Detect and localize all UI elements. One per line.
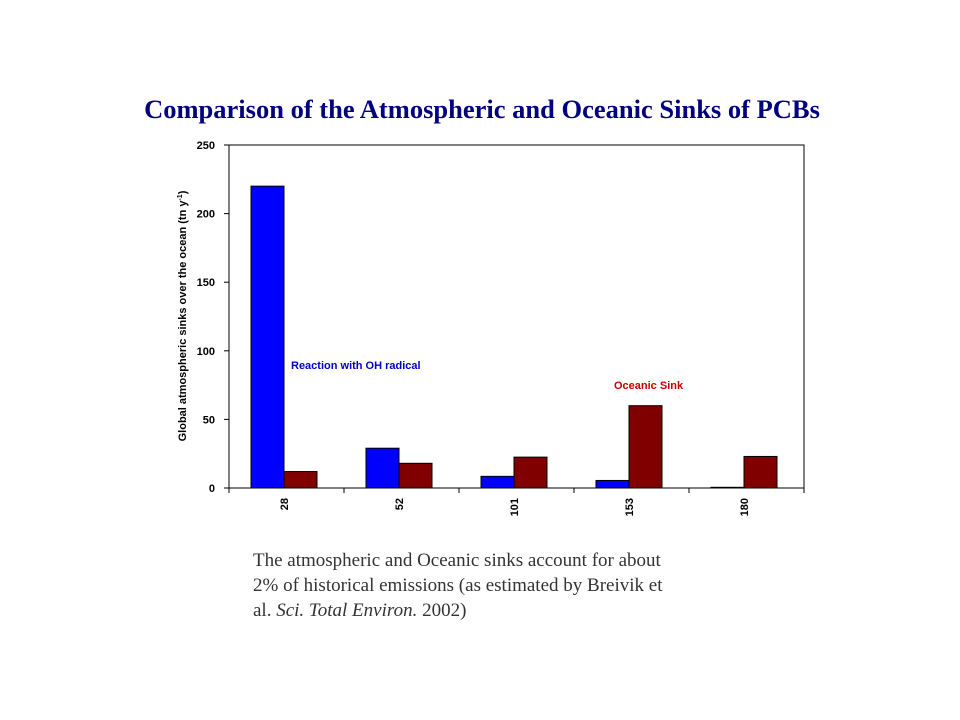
bar-series-2-28	[283, 471, 318, 489]
y-tick-label: 0	[209, 483, 215, 495]
y-axis-label-sup: -1	[177, 194, 184, 200]
bar-series-2-101	[513, 456, 548, 489]
y-tick-label: 150	[197, 277, 215, 289]
caption-line-1: The atmospheric and Oceanic sinks accoun…	[253, 550, 661, 571]
caption-journal: Sci. Total Environ.	[276, 600, 418, 621]
y-axis: 0 50 100 150 200 250	[197, 140, 229, 495]
bar-series-1-52	[365, 447, 400, 489]
bar-series-1-101	[480, 475, 515, 489]
caption-line-3-prefix: al.	[253, 600, 277, 621]
x-tick-label: 52	[394, 498, 406, 510]
x-tick-label: 28	[279, 498, 291, 510]
bar-series-1-180	[710, 486, 745, 489]
bar-series-1-153	[595, 479, 630, 489]
caption-line-3-suffix: 2002)	[417, 600, 467, 621]
y-axis-label-text: Global atmospheric sinks over the ocean …	[177, 200, 189, 442]
annotation-oceanic-sink: Oceanic Sink	[614, 380, 684, 392]
caption-line-2: 2% of historical emissions (as estimated…	[253, 575, 663, 596]
y-tick-label: 200	[197, 209, 215, 221]
bar-series-1-28	[250, 185, 285, 489]
x-tick-label: 153	[624, 498, 636, 516]
caption-line-3: al. Sci. Total Environ. 2002)	[253, 598, 793, 623]
y-axis-label: Global atmospheric sinks over the ocean …	[177, 190, 189, 441]
bars-group	[250, 185, 778, 489]
x-tick-label: 101	[509, 498, 521, 516]
plot-area	[228, 144, 805, 489]
slide-title: Comparison of the Atmospheric and Oceani…	[144, 94, 820, 124]
bar-series-2-180	[743, 455, 778, 489]
y-tick-label: 100	[197, 346, 215, 358]
caption: The atmospheric and Oceanic sinks accoun…	[253, 548, 793, 623]
x-tick-label: 180	[739, 498, 751, 516]
y-axis-label-close: )	[177, 190, 189, 194]
y-tick-label: 250	[197, 140, 215, 152]
plot-frame	[228, 144, 805, 489]
x-axis: 28 52 101 153 180	[228, 488, 805, 516]
bar-series-2-52	[398, 462, 433, 489]
y-tick-label: 50	[203, 414, 215, 426]
annotation-oh-radical: Reaction with OH radical	[291, 360, 421, 372]
bar-series-2-153	[628, 405, 663, 489]
